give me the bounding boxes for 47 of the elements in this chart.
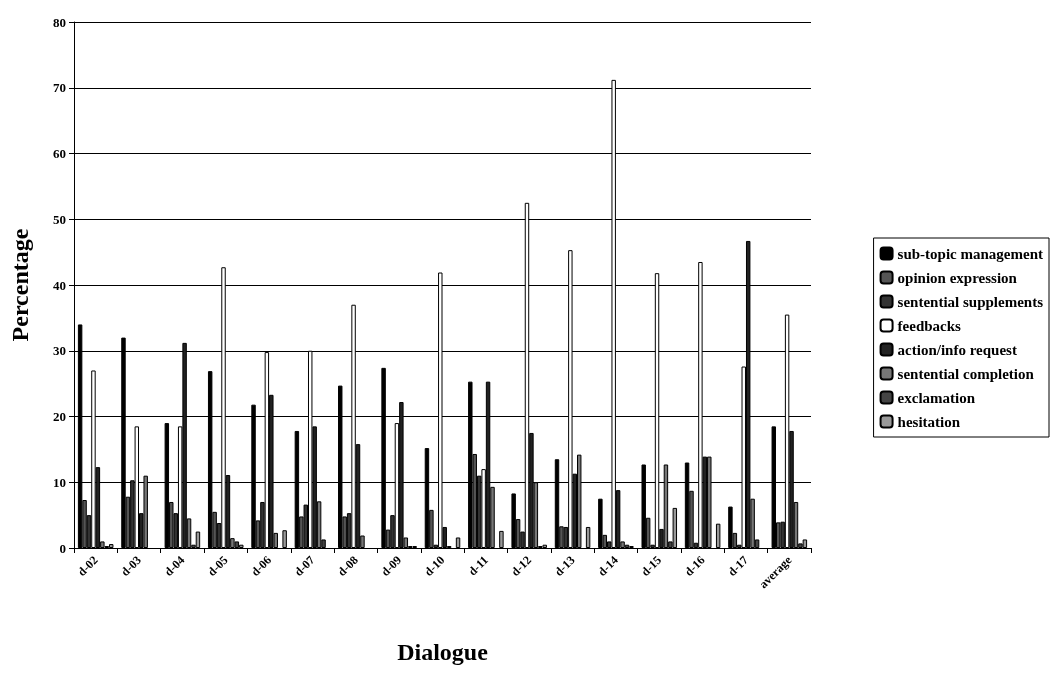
bar xyxy=(728,506,733,548)
y-tick-label: 80 xyxy=(53,14,66,30)
legend-label: exclamation xyxy=(897,389,976,406)
x-tick-label: d-03 xyxy=(118,553,144,579)
x-tick-label: d-15 xyxy=(638,553,665,579)
x-axis-title: Dialogue xyxy=(397,639,489,665)
y-axis-title: Percentage xyxy=(7,228,33,342)
bar xyxy=(672,507,678,548)
legend-label: hesitation xyxy=(897,413,961,430)
bar xyxy=(715,523,721,548)
x-tick-label: d-05 xyxy=(204,553,231,579)
bar xyxy=(511,493,516,548)
bar xyxy=(282,530,287,548)
y-tick-label: 30 xyxy=(53,343,66,359)
x-tick-label: d-06 xyxy=(248,553,275,579)
legend-label: sentential supplements xyxy=(897,293,1044,310)
y-tick-label: 60 xyxy=(53,146,66,161)
y-tick-label: 0 xyxy=(59,540,66,556)
x-tick-label: d-02 xyxy=(74,553,101,579)
x-tick-label: d-09 xyxy=(378,553,405,579)
bar xyxy=(802,539,808,548)
bar xyxy=(234,541,240,548)
legend-label: action/info request xyxy=(897,341,1017,358)
legend-label: feedbacks xyxy=(897,317,962,334)
y-tick-label: 70 xyxy=(53,80,66,96)
x-tick-label: d-13 xyxy=(551,553,578,579)
y-tick-label: 20 xyxy=(53,409,66,424)
y-tick-label: 10 xyxy=(53,474,66,490)
y-tick-label: 40 xyxy=(53,277,66,293)
x-tick-label: d-17 xyxy=(725,553,751,579)
bar xyxy=(499,530,504,548)
bar xyxy=(195,531,201,548)
bar xyxy=(598,498,603,548)
legend-label: sub-topic management xyxy=(897,245,1043,262)
bar xyxy=(455,537,461,548)
legend-label: opinion expression xyxy=(897,269,1018,286)
x-tick-label: d-04 xyxy=(161,553,188,579)
legend-label: sentential completion xyxy=(897,365,1035,382)
x-tick-label: d-10 xyxy=(421,553,448,579)
x-tick-label: d-16 xyxy=(681,553,708,579)
y-tick-label: 50 xyxy=(53,211,66,227)
bar xyxy=(542,544,547,548)
x-tick-label: d-08 xyxy=(334,553,361,579)
bar xyxy=(585,526,591,548)
x-tick-label: d-14 xyxy=(594,553,621,579)
x-tick-label: d-12 xyxy=(508,553,535,579)
x-tick-label: d-11 xyxy=(465,553,491,579)
